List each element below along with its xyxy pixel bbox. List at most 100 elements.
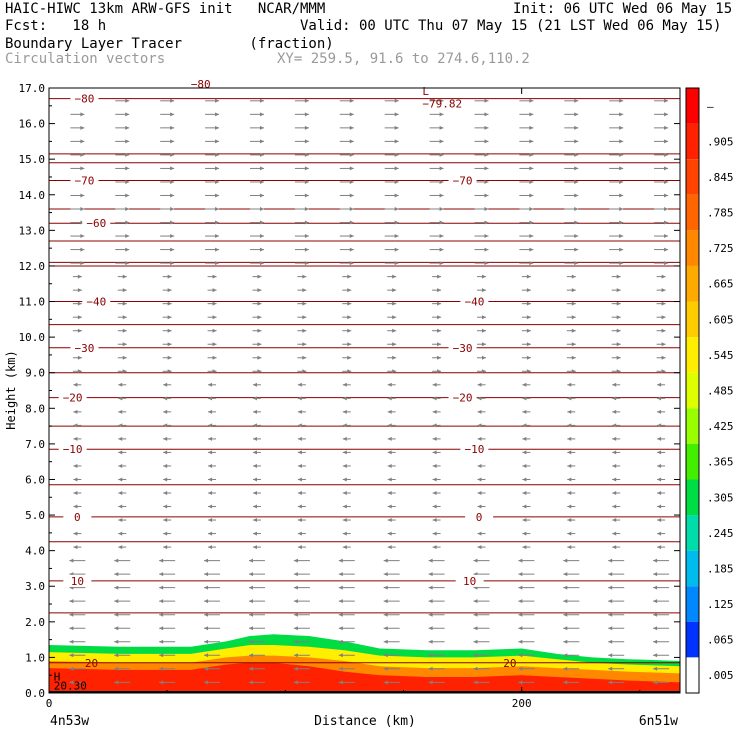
y-tick-label: 7.0	[25, 438, 45, 451]
vector-arrowhead	[302, 301, 307, 306]
vector-arrowhead	[204, 612, 209, 617]
vector-arrowhead	[608, 599, 613, 604]
colorbar-label: .065	[707, 634, 734, 647]
annotation: L	[422, 85, 429, 98]
isotherm-label: −70	[453, 175, 473, 188]
vector-arrowhead	[248, 639, 253, 644]
vector-arrowhead	[342, 396, 347, 401]
vector-arrowhead	[439, 261, 444, 266]
vector-arrowhead	[612, 396, 617, 401]
isotherm-label: −40	[86, 296, 106, 309]
colorbar-swatch	[686, 621, 699, 658]
vector-arrowhead	[73, 490, 78, 495]
vector-arrowhead	[394, 234, 399, 239]
vector-arrowhead	[518, 585, 523, 590]
vector-arrowhead	[529, 234, 534, 239]
isotherm-label: 0	[74, 511, 81, 524]
vector-arrowhead	[257, 342, 262, 347]
vector-arrowhead	[170, 193, 175, 198]
y-tick-label: 13.0	[19, 224, 46, 237]
vector-arrowhead	[387, 409, 392, 414]
vector-arrowhead	[574, 207, 579, 211]
vector-arrowhead	[215, 166, 220, 171]
vector-arrowhead	[392, 301, 397, 306]
vector-arrowhead	[212, 369, 217, 374]
vector-arrowhead	[563, 612, 568, 617]
colorbar-label: .485	[707, 385, 734, 398]
vector-arrowhead	[616, 355, 621, 360]
vector-arrowhead	[383, 653, 388, 658]
vector-arrowhead	[302, 315, 307, 320]
isotherm-label: −10	[63, 443, 83, 456]
vector-arrowhead	[563, 585, 568, 590]
vector-arrowhead	[574, 166, 579, 171]
vector-arrowhead	[304, 125, 309, 130]
vector-arrowhead	[73, 504, 78, 509]
colorbar-label: .905	[707, 135, 734, 148]
vector-arrowhead	[248, 680, 253, 685]
vector-arrowhead	[383, 558, 388, 563]
vector-arrowhead	[439, 234, 444, 239]
vector-arrowhead	[347, 328, 352, 333]
y-tick-label: 10.0	[19, 331, 46, 344]
vector-arrowhead	[215, 179, 220, 184]
y-tick-label: 14.0	[19, 189, 46, 202]
y-tick-label: 12.0	[19, 260, 46, 273]
isotherm-label: 20	[85, 657, 98, 670]
vector-arrowhead	[529, 98, 534, 103]
vector-arrowhead	[437, 288, 442, 293]
vector-arrowhead	[473, 653, 478, 658]
y-tick-label: 2.0	[25, 616, 45, 629]
vector-arrowhead	[163, 463, 168, 468]
vector-arrowhead	[653, 585, 658, 590]
vector-arrowhead	[477, 423, 482, 428]
vector-arrowhead	[661, 328, 666, 333]
x-start-label: 4n53w	[50, 714, 89, 729]
vector-arrowhead	[394, 166, 399, 171]
vector-arrowhead	[170, 207, 175, 211]
vector-arrowhead	[159, 666, 164, 671]
colorbar-label: .425	[707, 420, 734, 433]
vector-arrowhead	[122, 369, 127, 374]
vector-arrowhead	[259, 261, 264, 266]
vector-arrowhead	[439, 179, 444, 184]
vector-arrowhead	[608, 612, 613, 617]
vector-arrowhead	[526, 369, 531, 374]
vector-arrowhead	[252, 436, 257, 441]
vector-arrowhead	[612, 382, 617, 387]
vector-arrowhead	[302, 355, 307, 360]
vector-arrowhead	[215, 220, 220, 225]
vector-arrowhead	[297, 423, 302, 428]
vector-arrowhead	[349, 98, 354, 103]
vector-arrowhead	[257, 369, 262, 374]
vector-arrowhead	[392, 355, 397, 360]
vector-arrowhead	[248, 653, 253, 658]
colorbar-swatch	[686, 88, 699, 124]
vector-arrowhead	[477, 477, 482, 482]
vector-arrowhead	[387, 382, 392, 387]
vector-arrowhead	[347, 301, 352, 306]
vector-arrowhead	[661, 315, 666, 320]
vector-arrowhead	[619, 152, 624, 157]
vector-arrowhead	[522, 463, 527, 468]
axes: 0.0 1.0 2.0 3.0 4.0 5.0 6.0 7.0 8.0 9.0 10.0 11.0 12…	[19, 82, 680, 710]
vector-arrowhead	[163, 477, 168, 482]
vector-arrowhead	[349, 179, 354, 184]
vector-arrowhead	[428, 653, 433, 658]
isotherm-label: −30	[75, 342, 95, 355]
colorbar-label: .245	[707, 527, 734, 540]
vector-arrowhead	[522, 382, 527, 387]
vector-arrowhead	[297, 518, 302, 523]
vector-arrowhead	[392, 288, 397, 293]
vector-arrowhead	[342, 409, 347, 414]
vector-arrowhead	[212, 301, 217, 306]
vector-arrowhead	[114, 599, 119, 604]
vector-arrowhead	[387, 396, 392, 401]
vector-arrowhead	[526, 301, 531, 306]
vector-arrowhead	[484, 125, 489, 130]
vector-arrowhead	[77, 315, 82, 320]
vector-arrowhead	[439, 98, 444, 103]
vector-arrowhead	[563, 572, 568, 577]
vector-arrowhead	[248, 626, 253, 631]
vector-arrowhead	[208, 436, 213, 441]
